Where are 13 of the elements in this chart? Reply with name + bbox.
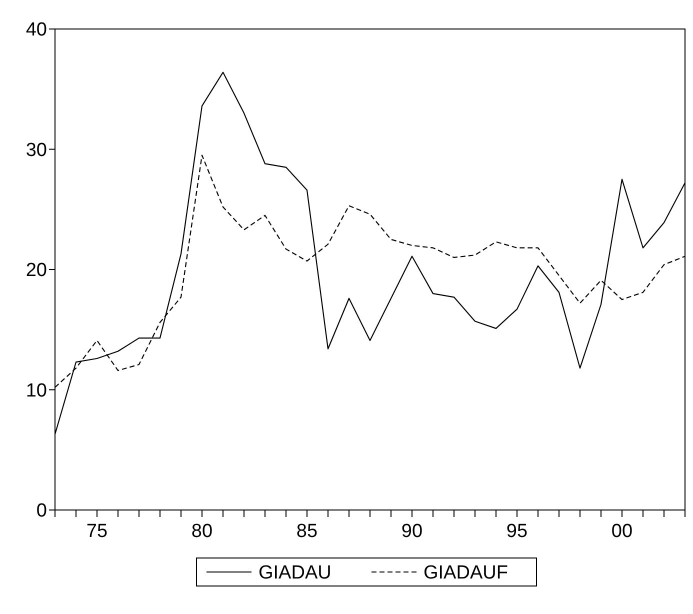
x-tick-label: 75 [86,521,108,542]
y-tick-label: 20 [26,260,47,282]
y-tick-label: 30 [26,140,47,161]
y-tick-label: 0 [36,500,47,522]
y-tick-label: 40 [26,20,47,41]
legend-label: GIADAU [258,562,332,584]
x-tick-label: 80 [191,521,213,542]
y-tick-label: 10 [26,380,47,402]
x-tick-label: 95 [506,521,528,542]
x-tick-label: 00 [611,521,633,542]
legend-label: GIADAUF [424,562,508,584]
x-tick-label: 90 [401,521,423,542]
x-tick-label: 85 [296,521,318,542]
